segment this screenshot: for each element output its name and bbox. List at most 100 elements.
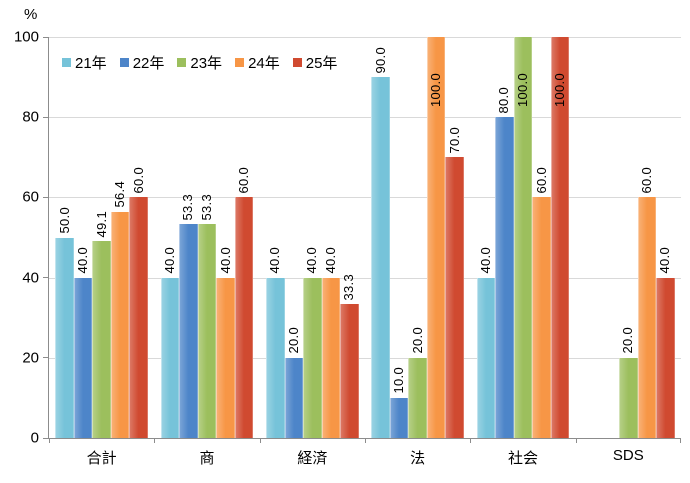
bar-23年-SDS	[619, 357, 638, 438]
bar-slot-2-3: 40.0	[321, 37, 341, 438]
bar-value-label: 80.0	[496, 86, 512, 114]
bar-slot-0-0: 50.0	[55, 37, 74, 438]
x-axis-tick-6	[680, 438, 681, 443]
bar-21年-合計	[55, 237, 74, 438]
bar-slot-3-0: 90.0	[371, 37, 390, 438]
bar-slot-2-2: 40.0	[303, 37, 322, 438]
bar-value-label: 40.0	[322, 247, 338, 274]
x-axis-tick-1	[154, 438, 156, 443]
bar-value-label: 70.0	[446, 126, 462, 154]
gridline-100	[49, 37, 681, 38]
gridline-80	[49, 117, 681, 119]
y-axis-label-40: 40	[22, 269, 39, 287]
y-axis-tick-40	[43, 277, 48, 279]
bar-slot-1-0: 40.0	[160, 37, 180, 438]
legend-item-22年: 22年	[119, 52, 164, 73]
bar-value-label: 50.0	[56, 206, 72, 234]
y-axis-unit-label: %	[24, 6, 38, 23]
bar-group-3: 90.0 10.0 20.0 100.0 70.0	[365, 37, 470, 438]
bar-value-label: 40.0	[161, 247, 177, 274]
y-axis-label-20: 20	[22, 349, 39, 367]
bar-22年-法	[389, 397, 409, 438]
bar-slot-3-1: 10.0	[389, 37, 409, 438]
x-axis-tick-5	[575, 438, 577, 443]
category-label-5: SDS	[612, 447, 644, 464]
legend-item-25年: 25年	[292, 52, 338, 73]
bar-slot-1-4: 60.0	[234, 37, 254, 438]
bar-slot-2-4: 33.3	[340, 37, 359, 438]
bar-slot-5-4: 40.0	[656, 37, 675, 438]
category-label-2: 経済	[297, 450, 328, 467]
bar-21年-法	[371, 77, 390, 438]
bar-25年-経済	[340, 304, 359, 438]
legend-label-25年: 25年	[305, 55, 338, 72]
legend-swatch-25年	[292, 58, 302, 67]
gridline-40	[49, 277, 681, 279]
legend-swatch-22年	[119, 58, 129, 67]
bar-slot-4-2: 100.0	[513, 37, 533, 438]
bar-24年-商	[216, 277, 235, 438]
legend-item-24年: 24年	[235, 52, 280, 73]
x-axis-tick-3	[365, 438, 366, 443]
x-axis-tick-0	[49, 438, 50, 443]
bar-25年-法	[445, 157, 464, 438]
bar-value-label: 60.0	[236, 166, 252, 194]
y-axis-label-80: 80	[22, 108, 39, 126]
bar-23年-法	[408, 357, 427, 438]
bar-value-label: 53.3	[180, 193, 196, 221]
bar-value-label: 60.0	[638, 166, 654, 194]
legend-swatch-21年	[62, 58, 71, 67]
bar-slot-4-4: 100.0	[550, 37, 570, 438]
bar-value-label: 40.0	[217, 247, 233, 274]
bar-value-label: 20.0	[620, 327, 636, 354]
bar-value-label: 60.0	[130, 166, 146, 194]
bar-25年-商	[234, 197, 254, 438]
bar-slot-4-3: 60.0	[532, 37, 551, 438]
gridline-60	[49, 197, 681, 199]
category-label-3: 法	[410, 450, 426, 467]
bar-slot-0-4: 60.0	[129, 37, 148, 438]
bar-group-2: 40.0 20.0 40.0 40.0 33.3	[260, 37, 365, 438]
legend-label-21年: 21年	[75, 55, 107, 72]
bar-value-label: 20.0	[285, 327, 301, 354]
legend-swatch-24年	[235, 58, 245, 67]
bar-23年-経済	[303, 277, 322, 438]
bar-slot-4-1: 80.0	[495, 37, 514, 438]
category-label-0: 合計	[86, 450, 117, 467]
bar-slot-0-2: 49.1	[92, 37, 111, 438]
y-axis-tick-0	[43, 437, 48, 439]
bar-slot-1-3: 40.0	[216, 37, 235, 438]
bar-value-label: 40.0	[304, 247, 320, 274]
bar-slot-3-3: 100.0	[426, 37, 446, 438]
bar-22年-商	[179, 224, 198, 438]
bar-value-label: 53.3	[198, 193, 214, 221]
bar-value-label: 40.0	[267, 247, 283, 274]
bar-value-label: 100.0	[514, 72, 530, 107]
x-axis-tick-2	[259, 438, 261, 443]
bar-24年-社会	[532, 197, 551, 438]
bar-slot-4-0: 40.0	[476, 37, 496, 438]
legend-item-23年: 23年	[177, 52, 222, 73]
legend-swatch-23年	[177, 58, 187, 67]
bar-slot-0-1: 40.0	[73, 37, 93, 438]
bar-22年-社会	[495, 117, 514, 438]
bar-23年-合計	[92, 241, 111, 438]
bar-value-label: 56.4	[112, 181, 128, 208]
bar-24年-経済	[321, 277, 341, 438]
category-label-4: 社会	[507, 450, 538, 467]
bar-25年-社会	[550, 37, 570, 438]
y-axis-tick-60	[43, 196, 48, 198]
bar-21年-経済	[265, 277, 285, 438]
bar-23年-商	[197, 224, 217, 438]
category-label-1: 商	[199, 450, 215, 467]
bar-value-label: 49.1	[93, 210, 109, 238]
bar-24年-法	[426, 37, 446, 438]
bar-slot-1-1: 53.3	[179, 37, 198, 438]
bar-value-label: 10.0	[391, 367, 407, 394]
bar-slot-0-3: 56.4	[110, 37, 130, 438]
bar-group-5: 20.0 60.0 40.0	[576, 37, 681, 438]
bar-slot-5-2: 20.0	[619, 37, 638, 438]
y-axis-tick-80	[43, 116, 48, 118]
bar-slot-5-3: 60.0	[637, 37, 657, 438]
